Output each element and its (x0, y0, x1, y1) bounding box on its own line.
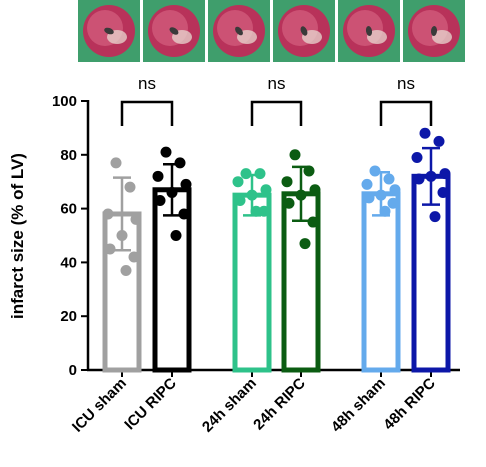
data-point (299, 238, 311, 250)
x-category-label: ICU sham (69, 375, 130, 436)
data-point (369, 165, 381, 177)
bar (232, 192, 272, 373)
data-point (307, 216, 319, 228)
data-point (174, 157, 186, 169)
heart-section-image (338, 0, 400, 62)
significance-label: ns (268, 74, 286, 93)
data-point (254, 168, 266, 180)
data-point (120, 264, 132, 276)
y-tick-label: 0 (69, 362, 77, 379)
x-category-label: 24h RIPC (250, 375, 309, 434)
x-category-label: ICU RIPC (121, 375, 180, 434)
data-point (166, 186, 178, 198)
data-point (250, 205, 262, 217)
heart-section-image (208, 0, 270, 62)
significance-bracket (379, 100, 433, 126)
data-point (124, 181, 136, 193)
data-point (128, 251, 140, 263)
data-point (110, 157, 122, 169)
ventricle-cavity (104, 27, 114, 35)
pale-infarct-area (432, 30, 452, 44)
data-point (433, 135, 445, 147)
data-point (439, 168, 451, 180)
x-category-label: 24h sham (199, 375, 260, 436)
data-point (258, 205, 270, 217)
data-point (154, 195, 166, 207)
heart-section-image (403, 0, 465, 62)
y-tick-label: 40 (60, 254, 77, 271)
heart-section-image (78, 0, 140, 62)
pale-infarct-area (367, 30, 387, 44)
y-axis-title: infarct size (% of LV) (8, 153, 27, 319)
significance-bracket (250, 100, 303, 126)
data-point (309, 184, 321, 196)
data-point (289, 149, 301, 161)
data-point (413, 173, 425, 185)
data-point (295, 189, 307, 201)
significance-brackets: ns ns ns (120, 74, 433, 126)
data-point (419, 127, 431, 139)
ventricle-cavity (169, 27, 179, 35)
data-point (152, 170, 164, 182)
data-point (102, 208, 114, 220)
data-point (363, 192, 375, 204)
data-point (234, 195, 246, 207)
data-point (429, 211, 441, 223)
data-point (379, 205, 391, 217)
data-point (180, 178, 192, 190)
data-points (102, 127, 451, 276)
heart-section-photos (78, 0, 465, 62)
heart-section-image (143, 0, 205, 62)
data-point (411, 151, 423, 163)
data-point (104, 243, 116, 255)
data-point (240, 168, 252, 180)
data-point (303, 165, 315, 177)
data-point (437, 186, 449, 198)
data-point (116, 230, 128, 241)
data-point (232, 176, 244, 188)
data-point (160, 146, 172, 158)
y-tick-label: 60 (60, 201, 77, 218)
data-point (383, 173, 395, 185)
data-point (387, 197, 399, 209)
data-point (246, 189, 258, 201)
data-point (260, 184, 272, 196)
data-point (375, 189, 387, 201)
data-point (130, 213, 142, 225)
y-tick-label: 20 (60, 308, 77, 325)
data-point (281, 176, 293, 188)
data-point (425, 170, 437, 182)
ventricle-cavity (365, 26, 373, 36)
data-point (389, 184, 401, 196)
bar (361, 191, 401, 373)
data-point (361, 178, 373, 190)
significance-label: ns (397, 74, 415, 93)
x-category-label: 48h RIPC (380, 375, 439, 434)
data-point (283, 197, 295, 209)
y-tick-label: 100 (52, 93, 77, 110)
heart-section-image (273, 0, 335, 62)
ventricle-cavity (430, 26, 438, 36)
x-category-label: 48h sham (328, 375, 389, 436)
ventricle-cavity (300, 26, 308, 36)
data-point (178, 208, 190, 220)
ventricle-cavity (235, 26, 243, 36)
y-tick-label: 80 (60, 147, 77, 164)
data-point (170, 230, 182, 241)
significance-label: ns (138, 74, 156, 93)
significance-bracket (120, 100, 174, 126)
